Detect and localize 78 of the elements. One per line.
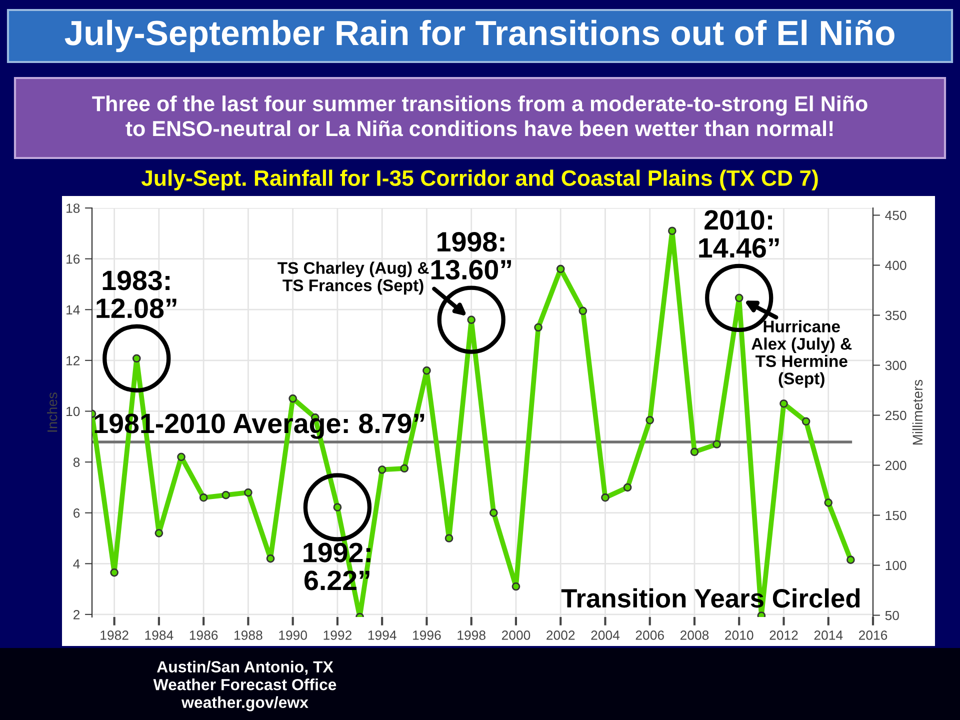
point — [578, 306, 588, 316]
y-tick-label: 14 — [66, 305, 80, 314]
point — [556, 264, 565, 274]
x-tick-label: 1982 — [100, 630, 128, 640]
x-tick-label: 1992 — [324, 630, 352, 640]
x-tick-label: 1998 — [458, 630, 486, 640]
x-tick-label: 2004 — [591, 630, 620, 640]
point — [646, 416, 654, 424]
point — [668, 226, 676, 236]
annotation: Hurricane Alex (July) & TS Hermine (Sept) — [752, 320, 852, 388]
point — [824, 498, 833, 507]
point — [222, 490, 230, 500]
point — [444, 534, 454, 542]
point — [244, 488, 252, 497]
point — [132, 354, 141, 363]
point — [690, 448, 699, 456]
x-tick-label: 1984 — [145, 630, 174, 640]
x-tick-label: 2014 — [814, 630, 843, 640]
y-tick-label: 4 — [73, 559, 80, 568]
point — [177, 452, 186, 462]
y2-tick-label: 50 — [885, 610, 899, 620]
text: July-Sept. Rainfall for I-35 Corridor and Coastal Plains (TX CD 7) — [141, 170, 818, 190]
x-tick-label: 2016 — [858, 630, 888, 640]
point — [288, 394, 297, 403]
x-tick-label: 1994 — [368, 630, 396, 640]
x-tick-label: 2012 — [770, 630, 798, 640]
y-tick-label: 12 — [66, 356, 80, 366]
y-tick-label: 6 — [74, 508, 80, 518]
chart-title: July-September Rain for Transitions out of El Niño — [64, 20, 894, 52]
point — [846, 556, 855, 564]
chart-subtitle: Three of the last four summer transitions from a moderate-to-strong El Niño to ENSO-neutral or La Niña conditions have been wetter than normal! — [92, 96, 868, 136]
x-tick-label: 1986 — [190, 630, 218, 640]
point — [489, 508, 498, 518]
y-tick-label: 8 — [73, 458, 80, 467]
point — [400, 464, 409, 473]
y-axis-title: Inches — [47, 392, 58, 432]
point — [802, 417, 810, 426]
y-tick-label: 10 — [66, 406, 80, 416]
point — [623, 483, 632, 492]
y2-tick-label: 250 — [885, 410, 906, 420]
annotation: 1998: 13.60” — [431, 232, 511, 280]
x-tick-label: 2010 — [725, 630, 754, 640]
point — [712, 440, 721, 448]
y2-tick-label: 450 — [885, 210, 906, 220]
y2-tick-label: 350 — [885, 310, 906, 320]
annotation: 1983: 12.08” — [96, 270, 176, 318]
x-tick-label: 1990 — [279, 630, 307, 640]
point — [422, 366, 431, 375]
point — [154, 529, 164, 538]
point — [534, 323, 542, 332]
y2-axis-title: Millimeters — [912, 380, 923, 445]
y2-tick-label: 100 — [886, 560, 906, 570]
x-tick-label: 2008 — [680, 630, 709, 640]
x-tick-label: 1988 — [234, 630, 262, 640]
point — [780, 399, 788, 408]
point — [734, 294, 744, 302]
point — [199, 493, 208, 502]
y2-tick-label: 200 — [885, 460, 906, 470]
annotation: 2010: 14.46” — [699, 210, 779, 258]
text: Austin/San Antonio, TX Weather Forecast Office weather.gov/ewx — [153, 660, 336, 712]
x-tick-label: 1996 — [413, 630, 441, 640]
y2-tick-label: 400 — [885, 260, 906, 270]
y2-tick-label: 150 — [886, 510, 906, 520]
point — [333, 503, 342, 512]
y-tick-label: 16 — [66, 254, 80, 264]
y2-tick-label: 300 — [885, 360, 906, 370]
point — [266, 554, 275, 563]
x-tick-label: 2002 — [546, 630, 575, 640]
y-tick-label: 18 — [66, 204, 80, 213]
point — [601, 493, 610, 502]
annotation: TS Charley (Aug) & TS Frances (Sept) — [278, 262, 429, 295]
point — [110, 568, 118, 577]
y-tick-label: 2 — [74, 610, 80, 620]
point — [378, 465, 386, 474]
x-tick-label: 2006 — [636, 630, 664, 640]
point — [512, 582, 520, 591]
x-tick-label: 2000 — [502, 630, 530, 640]
point — [467, 316, 476, 324]
